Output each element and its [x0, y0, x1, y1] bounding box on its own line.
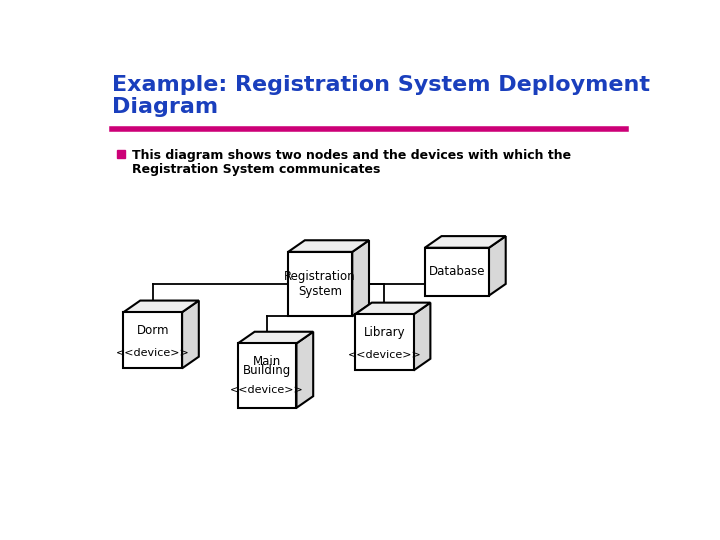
Polygon shape: [425, 236, 505, 248]
Text: Building: Building: [243, 364, 292, 377]
Polygon shape: [288, 252, 352, 316]
Polygon shape: [425, 248, 489, 295]
Text: <<device>>: <<device>>: [348, 350, 421, 360]
Polygon shape: [182, 301, 199, 368]
Polygon shape: [489, 236, 505, 295]
Polygon shape: [413, 302, 431, 370]
Text: <<device>>: <<device>>: [230, 385, 304, 395]
Text: Library: Library: [364, 326, 405, 339]
Polygon shape: [297, 332, 313, 408]
Polygon shape: [355, 302, 431, 314]
Text: System: System: [298, 285, 342, 299]
Text: Main: Main: [253, 355, 282, 368]
Polygon shape: [352, 240, 369, 316]
Polygon shape: [355, 314, 413, 370]
Polygon shape: [238, 343, 297, 408]
Text: Example: Registration System Deployment: Example: Registration System Deployment: [112, 75, 650, 95]
Polygon shape: [288, 240, 369, 252]
Polygon shape: [124, 312, 182, 368]
Text: Dorm: Dorm: [137, 323, 169, 336]
Text: <<device>>: <<device>>: [116, 348, 189, 357]
Text: Registration: Registration: [284, 270, 356, 283]
Text: This diagram shows two nodes and the devices with which the: This diagram shows two nodes and the dev…: [132, 149, 571, 162]
Text: Database: Database: [428, 265, 485, 278]
Text: Registration System communicates: Registration System communicates: [132, 163, 380, 177]
Polygon shape: [238, 332, 313, 343]
Polygon shape: [124, 301, 199, 312]
Text: Diagram: Diagram: [112, 97, 218, 117]
